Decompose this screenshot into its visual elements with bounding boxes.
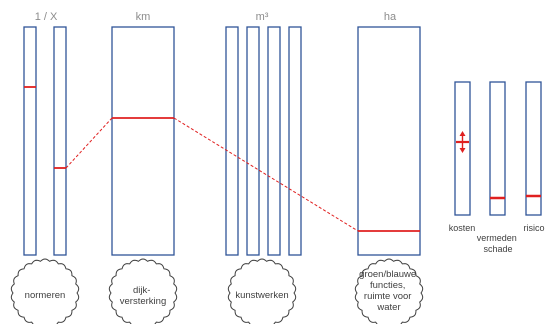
circle-label-dijk-line1: dijk-: [133, 285, 150, 296]
bar-kunstwerken-1: [225, 26, 239, 256]
circle-dijkversterking: [108, 258, 178, 324]
circle-label-dijk-line2: versterking: [120, 296, 166, 307]
bar-risico: [525, 81, 542, 216]
circle-label-groen-line2: functies,: [370, 280, 405, 291]
bar-dijkversterking: [111, 26, 175, 256]
circle-label-dijkversterking: dijk- versterking: [120, 285, 166, 307]
circle-label-groen-line4: water: [376, 302, 400, 313]
label-risico: risico: [523, 223, 544, 233]
unit-label-km: km: [136, 11, 151, 23]
unit-label-ha: ha: [384, 11, 397, 23]
circle-normeren: [10, 258, 80, 324]
label-vermeden-schade: vermeden schade: [477, 233, 520, 254]
circle-label-groen-blauw: groen/blauwe functies, ruimte voor water: [359, 269, 419, 313]
unit-label-m3: m³: [256, 11, 269, 23]
label-kosten: kosten: [449, 223, 476, 233]
bar-normeren-right: [53, 26, 67, 256]
kosten-arrow-icon: [456, 131, 469, 153]
circle-label-kunstwerken: kunstwerken: [235, 290, 288, 301]
circle-label-groen-line3: ruimte voor: [364, 291, 412, 302]
bar-kunstwerken-2: [246, 26, 260, 256]
bar-kunstwerken-4: [288, 26, 302, 256]
bar-groen-blauw: [357, 26, 421, 256]
circle-groen-blauw: [354, 258, 424, 324]
connector-1x-to-km: [65, 117, 113, 169]
label-vermeden-schade-line1: vermeden: [477, 233, 517, 243]
bar-kunstwerken-3: [267, 26, 281, 256]
bar-normeren-left: [23, 26, 37, 256]
bar-vermeden-schade: [489, 81, 506, 216]
connector-km-to-ha: [173, 117, 359, 232]
label-vermeden-schade-line2: schade: [483, 244, 512, 254]
circle-kunstwerken: [227, 258, 297, 324]
circle-label-normeren: normeren: [25, 290, 66, 301]
circle-label-groen-line1: groen/blauwe: [359, 269, 416, 280]
unit-label-1-over-x: 1 / X: [35, 11, 58, 23]
